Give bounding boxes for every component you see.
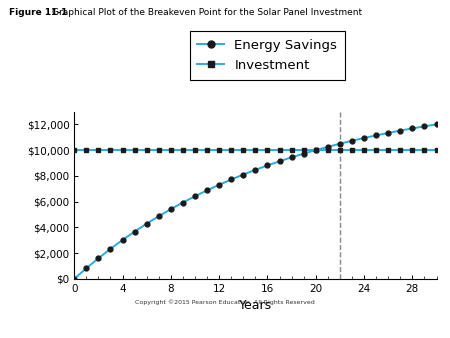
Text: Engineering Economy, Sixteenth Edition
Sullivan | Wicks | Koelling: Engineering Economy, Sixteenth Edition S…: [99, 314, 225, 325]
Text: Graphical Plot of the Breakeven Point for the Solar Panel Investment: Graphical Plot of the Breakeven Point fo…: [52, 8, 362, 18]
Legend: Energy Savings, Investment: Energy Savings, Investment: [189, 31, 345, 80]
Text: Copyright ©2015, 2012, 2009 by Pearson Education, Inc.
All rights reserved.: Copyright ©2015, 2012, 2009 by Pearson E…: [256, 314, 436, 325]
Text: ALWAYS LEARNING: ALWAYS LEARNING: [11, 316, 85, 321]
Text: PEARSON: PEARSON: [345, 310, 439, 327]
Text: Figure 11-1: Figure 11-1: [9, 8, 68, 18]
X-axis label: Years: Years: [239, 299, 272, 312]
Text: Copyright ©2015 Pearson Education, All Rights Reserved: Copyright ©2015 Pearson Education, All R…: [135, 299, 315, 305]
